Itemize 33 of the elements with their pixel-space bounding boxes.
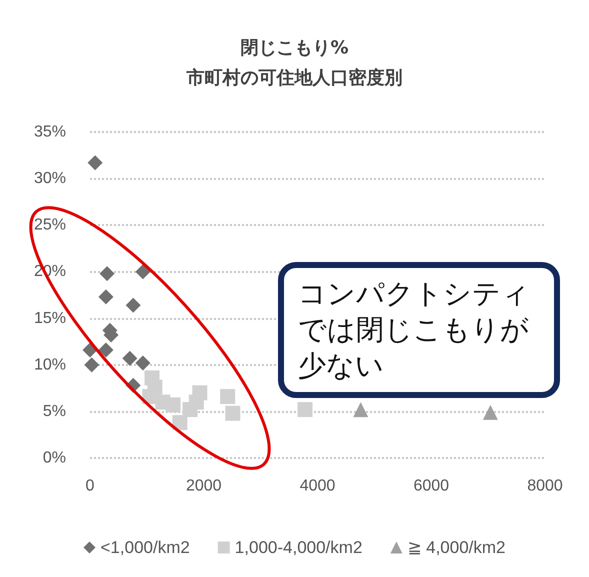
x-tick-label: 0 bbox=[86, 478, 95, 494]
y-tick-label: 15% bbox=[34, 310, 66, 327]
x-tick-label: 2000 bbox=[186, 478, 222, 494]
y-tick-label: 25% bbox=[34, 216, 66, 234]
point bbox=[166, 397, 181, 412]
x-tick-label: 8000 bbox=[527, 478, 563, 494]
point bbox=[135, 355, 150, 370]
point bbox=[188, 394, 204, 410]
point bbox=[88, 155, 103, 170]
y-tick-label: 35% bbox=[34, 124, 66, 140]
point bbox=[135, 264, 150, 280]
annotation: コンパクトシティでは閉じこもりが少ない bbox=[278, 262, 560, 398]
point bbox=[98, 342, 114, 358]
point bbox=[297, 402, 312, 418]
y-tick-label: 5% bbox=[42, 402, 66, 420]
point bbox=[98, 289, 114, 304]
point bbox=[353, 402, 368, 418]
point bbox=[100, 266, 115, 282]
y-tick-label: 10% bbox=[34, 356, 66, 374]
point bbox=[84, 357, 100, 372]
chart-title: 閉じこもり% 市町村の可住地人口密度別 bbox=[186, 38, 402, 88]
point bbox=[126, 298, 141, 313]
legend-label: 1,000-4,000/km2 bbox=[234, 538, 362, 557]
point bbox=[220, 389, 236, 404]
point bbox=[225, 406, 240, 421]
y-tick-label: 30% bbox=[34, 170, 66, 188]
legend-label: <1,000/km2 bbox=[100, 538, 190, 557]
y-tick-label: 0% bbox=[42, 450, 66, 466]
legend-label: ≧ 4,000/km2 bbox=[407, 538, 506, 557]
x-tick-label: 4000 bbox=[300, 478, 336, 494]
point bbox=[122, 350, 138, 366]
point bbox=[482, 404, 498, 420]
x-tick-label: 6000 bbox=[413, 478, 450, 494]
